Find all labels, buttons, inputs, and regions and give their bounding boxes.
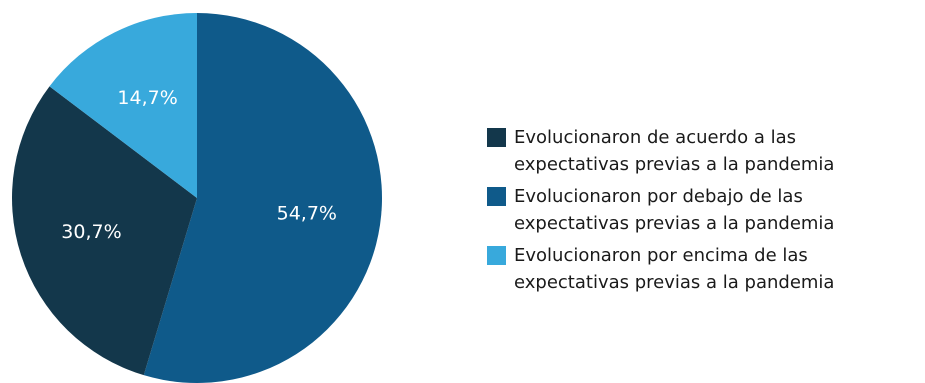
legend-line: Evolucionaron por debajo de las — [514, 186, 803, 207]
legend-line: Evolucionaron de acuerdo a las — [514, 127, 796, 148]
legend-swatch-acuerdo — [487, 128, 506, 147]
legend-item-acuerdo: Evolucionaron de acuerdo a las expectati… — [487, 124, 922, 178]
legend-line: Evolucionaron por encima de las — [514, 245, 808, 266]
slice-encima — [49, 13, 197, 198]
legend-item-encima: Evolucionaron por encima de las expectat… — [487, 242, 922, 296]
slice-label: 30,7% — [61, 221, 121, 243]
legend-line: expectativas previas a la pandemia — [514, 272, 835, 293]
slice-acuerdo — [12, 86, 198, 376]
legend-item-debajo: Evolucionaron por debajo de las expectat… — [487, 183, 922, 237]
pie-labels: 54,7% 30,7% 14,7% — [61, 87, 337, 243]
slice-debajo — [143, 13, 382, 383]
legend-text-debajo: Evolucionaron por debajo de las expectat… — [514, 183, 834, 237]
legend-swatch-debajo — [487, 187, 506, 206]
legend-text-encima: Evolucionaron por encima de las expectat… — [514, 242, 834, 296]
pie-slices — [12, 13, 382, 383]
slice-label: 54,7% — [277, 203, 337, 225]
legend-line: expectativas previas a la pandemia — [514, 213, 835, 234]
legend: Evolucionaron de acuerdo a las expectati… — [487, 124, 922, 301]
legend-swatch-encima — [487, 246, 506, 265]
legend-text-acuerdo: Evolucionaron de acuerdo a las expectati… — [514, 124, 834, 178]
slice-label: 14,7% — [117, 87, 177, 109]
legend-line: expectativas previas a la pandemia — [514, 154, 835, 175]
